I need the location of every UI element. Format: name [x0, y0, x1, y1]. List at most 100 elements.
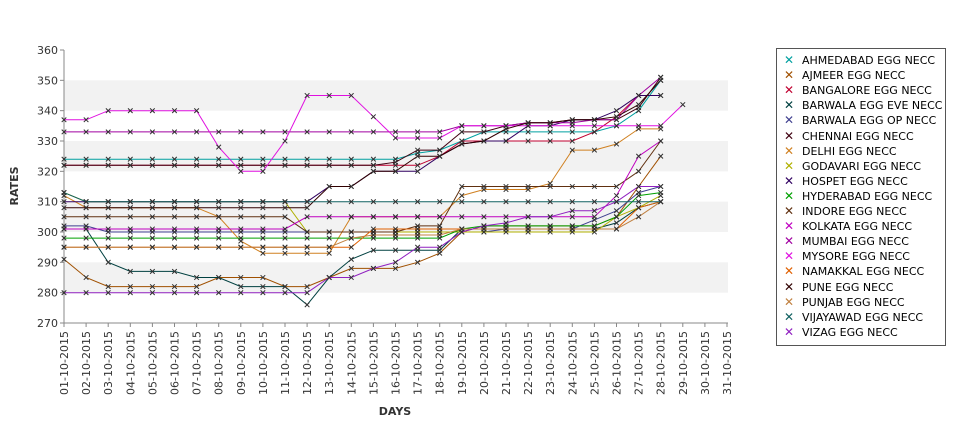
data-point: [149, 156, 156, 162]
legend-marker: ✕: [783, 234, 795, 249]
data-point: [348, 214, 354, 220]
data-point: [127, 244, 133, 250]
data-point: [171, 162, 178, 168]
data-point: [193, 129, 200, 135]
data-point: [525, 120, 531, 126]
data-point: [149, 214, 156, 220]
legend-label: BARWALA EGG OP NECC: [802, 114, 937, 128]
legend-label: VIJAYAWAD EGG NECC: [802, 310, 924, 324]
data-point: [61, 290, 67, 296]
data-point: [216, 205, 222, 211]
data-point: [613, 123, 620, 129]
data-point: [105, 290, 111, 296]
data-point: [171, 226, 178, 232]
data-point: [304, 229, 310, 235]
data-point: [591, 199, 598, 205]
y-tick-label: 280: [37, 287, 58, 300]
data-point: [635, 168, 642, 174]
x-tick-label: 18-10-2015: [434, 331, 447, 395]
data-point: [591, 147, 598, 153]
x-tick-label: 07-10-2015: [191, 331, 204, 395]
data-point: [635, 199, 642, 205]
data-point: [591, 123, 598, 129]
data-point: [83, 199, 89, 205]
data-point: [591, 129, 598, 135]
data-point: [370, 232, 377, 238]
data-point: [83, 162, 89, 168]
data-point: [569, 123, 575, 129]
data-point: [238, 168, 244, 174]
data-point: [61, 205, 67, 211]
chart-legend: ✕ AHMEDABAD EGG NECC ✕ AJMEER EGG NECC ✕ BANG…: [776, 48, 946, 346]
data-point: [591, 226, 598, 232]
data-point: [149, 205, 156, 211]
data-point: [481, 129, 487, 135]
x-tick-label: 22-10-2015: [522, 331, 535, 395]
legend-label: MYSORE EGG NECC: [802, 250, 910, 264]
data-point: [193, 108, 200, 114]
legend-item: ✕ CHENNAI EGG NECC: [777, 129, 947, 144]
data-point: [414, 214, 421, 220]
data-point: [282, 199, 288, 205]
x-ticks: 01-10-2015 02-10-2015 03-10-2015 04-10-2015…: [58, 323, 734, 395]
data-point: [613, 208, 620, 214]
x-tick-label: 26-10-2015: [611, 331, 624, 395]
legend-marker: ✕: [783, 294, 795, 309]
data-point: [149, 199, 156, 205]
data-point: [61, 256, 67, 262]
data-point: [569, 208, 575, 214]
data-point: [326, 156, 332, 162]
x-tick-label: 04-10-2015: [124, 331, 137, 395]
data-point: [61, 189, 67, 196]
data-point: [61, 235, 67, 241]
y-tick-label: 290: [37, 256, 58, 269]
legend-label: HYDERABAD EGG NECC: [802, 189, 933, 203]
legend-label: MUMBAI EGG NECC: [802, 235, 909, 249]
legend-marker: ✕: [783, 113, 795, 128]
data-point: [503, 220, 509, 226]
data-point: [503, 226, 509, 232]
series-lines: [61, 74, 686, 308]
data-point: [392, 199, 399, 205]
data-point: [547, 199, 553, 205]
data-point: [658, 92, 664, 99]
data-point: [547, 138, 553, 144]
data-point: [105, 199, 111, 205]
data-point: [83, 244, 89, 250]
grid-band: [64, 141, 728, 172]
data-point: [547, 183, 553, 190]
data-point: [171, 244, 178, 250]
data-point: [569, 138, 575, 144]
data-point: [414, 135, 421, 141]
x-tick-label: 03-10-2015: [102, 331, 115, 395]
data-point: [83, 235, 89, 241]
data-point: [127, 108, 133, 114]
data-point: [525, 138, 531, 144]
data-point: [216, 274, 222, 281]
data-point: [61, 199, 67, 205]
legend-item: ✕ VIZAG EGG NECC: [777, 325, 947, 340]
data-point: [282, 138, 288, 144]
data-point: [348, 92, 354, 99]
data-point: [525, 226, 531, 232]
data-point: [260, 205, 266, 211]
data-point: [635, 101, 642, 108]
y-tick-label: 270: [37, 317, 58, 330]
data-point: [149, 108, 156, 114]
y-tick-label: 320: [37, 165, 58, 178]
data-point: [414, 259, 421, 265]
legend-item: ✕ BANGALORE EGG NECC: [777, 83, 947, 98]
data-point: [127, 226, 133, 232]
legend-marker: ✕: [783, 158, 795, 173]
data-point: [370, 214, 377, 220]
series-line: [63, 192, 661, 203]
data-point: [481, 183, 487, 190]
data-point: [437, 214, 443, 220]
data-point: [61, 162, 67, 168]
data-point: [459, 192, 465, 199]
data-point: [569, 183, 575, 190]
legend-label: PUNE EGG NECC: [802, 280, 894, 294]
data-point: [127, 268, 133, 275]
data-point: [171, 156, 178, 162]
